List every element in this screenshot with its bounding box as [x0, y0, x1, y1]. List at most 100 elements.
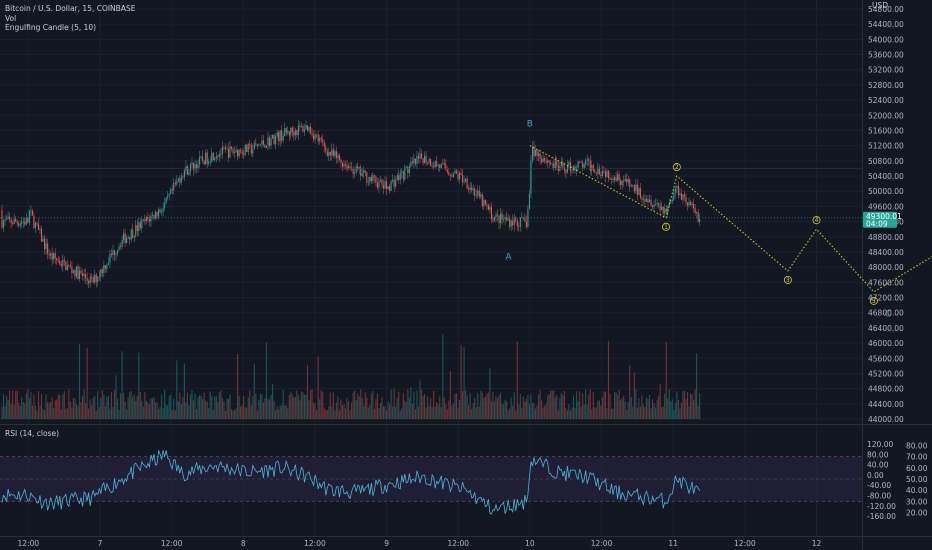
price-tick-label: 53200.00 [868, 66, 904, 75]
candle-body [53, 253, 55, 260]
candle-body [390, 181, 392, 191]
volume-bar [202, 398, 204, 419]
candle-body [462, 174, 464, 183]
price-tick-label: 47200.00 [868, 294, 904, 303]
volume-bar [110, 391, 112, 419]
volume-bar [86, 347, 88, 419]
candle-body [126, 237, 128, 243]
candle-body [384, 181, 386, 189]
currency-label[interactable]: USD [872, 1, 889, 10]
candle-body [597, 167, 599, 174]
candle-body [595, 172, 597, 174]
candle-body [203, 160, 205, 165]
candle-body [620, 180, 622, 186]
volume-bar [232, 410, 234, 419]
volume-bar [641, 395, 643, 419]
volume-bar [586, 404, 588, 419]
candle-body [665, 208, 667, 213]
candle-body [51, 253, 53, 260]
candle-body [226, 148, 228, 150]
candle-body [614, 177, 616, 181]
volume-legend[interactable]: Vol [5, 14, 17, 23]
volume-bar [676, 391, 678, 419]
candle-body [229, 146, 231, 158]
wave-label-B: B [527, 120, 533, 130]
candle-body [180, 176, 182, 183]
volume-bar [372, 390, 374, 419]
candle-body [510, 220, 512, 227]
candle-body [455, 170, 458, 174]
volume-bar [200, 395, 202, 419]
candle-body [83, 274, 85, 277]
candle-body [346, 165, 348, 170]
candle-body [40, 229, 43, 242]
candle-body [107, 262, 109, 265]
wave-point-5: 5 [872, 298, 876, 305]
candle-body [136, 224, 138, 232]
price-tick-label: 52000.00 [868, 111, 904, 120]
candle-body [487, 205, 489, 210]
candle-body [518, 226, 520, 227]
candle-body [62, 259, 64, 267]
candle-body [404, 167, 406, 180]
candle-body [21, 222, 23, 224]
volume-bar [522, 396, 524, 419]
volume-bar [30, 391, 32, 419]
candle-body [337, 155, 339, 158]
volume-bar [685, 398, 687, 419]
price-tick-label: 54400.00 [868, 20, 904, 29]
candle-body [171, 189, 173, 191]
volume-bar [407, 389, 409, 419]
candle-body [671, 200, 673, 201]
volume-bar [559, 398, 561, 419]
volume-bar [504, 399, 506, 419]
volume-bar [525, 398, 527, 419]
volume-bar [109, 408, 111, 419]
candle-body [500, 213, 502, 224]
candle-body [607, 170, 610, 179]
candle-body [392, 179, 394, 182]
rsi-secondary-tick: -40.00 [867, 481, 891, 490]
candle-body [576, 168, 578, 171]
candle-body [109, 253, 111, 263]
volume-bar [475, 406, 477, 419]
candle-body [633, 185, 635, 191]
volume-bar [367, 407, 369, 419]
candle-body [1, 210, 3, 228]
volume-bar [364, 392, 366, 419]
volume-bar [694, 389, 696, 419]
volume-bar [541, 400, 543, 419]
volume-bar [264, 398, 266, 419]
candle-body [243, 153, 245, 155]
volume-bar [328, 406, 330, 419]
symbol-title[interactable]: Bitcoin / U.S. Dollar, 15, COINBASE [5, 4, 136, 13]
volume-bar [21, 397, 23, 419]
candle-body [679, 193, 681, 196]
candle-body [253, 143, 255, 150]
candle-body [495, 214, 497, 217]
candle-body [164, 203, 166, 208]
candle-body [42, 238, 44, 242]
indicator-legend[interactable]: Engulfing Candle (5, 10) [5, 23, 97, 32]
volume-bar [234, 409, 236, 419]
candle-body [208, 162, 210, 164]
candle-body [358, 167, 360, 170]
candle-body [288, 131, 290, 136]
candle-body [562, 162, 564, 168]
candle-body [68, 265, 70, 267]
candle-body [302, 126, 304, 132]
volume-bar [600, 405, 602, 419]
candle-body [536, 150, 538, 156]
volume-bar [331, 406, 333, 419]
volume-bar [565, 407, 567, 419]
volume-bar [346, 397, 348, 419]
volume-bar [498, 395, 500, 419]
candle-body [386, 181, 388, 190]
volume-bar [85, 403, 87, 419]
time-tick-label: 7 [98, 539, 103, 548]
rsi-secondary-tick: -80.00 [867, 492, 891, 501]
rsi-legend[interactable]: RSI (14, close) [5, 429, 60, 438]
volume-bar [589, 389, 591, 419]
volume-bar [305, 394, 307, 419]
